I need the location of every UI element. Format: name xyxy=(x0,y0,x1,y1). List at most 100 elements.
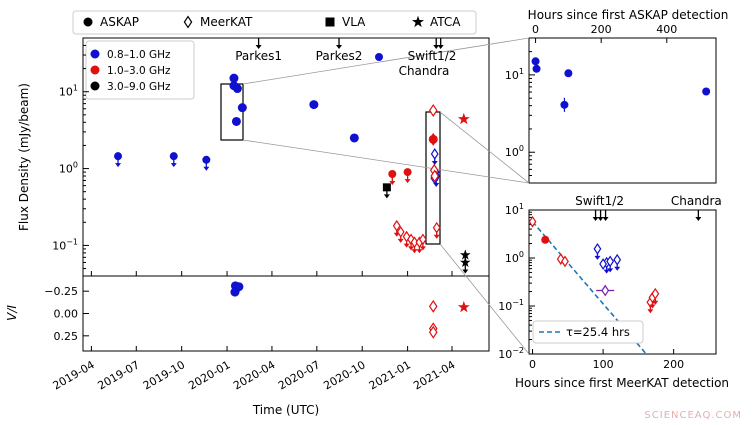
inset-askap-point xyxy=(531,57,540,66)
inset-meerkat-point xyxy=(601,284,610,297)
inset-meerkat-point xyxy=(556,253,565,265)
inset-meerkat-ytick-label: 100 xyxy=(505,250,524,265)
time-tick-label: 2019-04 xyxy=(51,358,97,392)
event-label-parkes1: Parkes1 xyxy=(235,49,282,63)
inset-askap-xtick-label: 200 xyxy=(591,23,612,36)
legend-label-atca: ATCA xyxy=(430,15,461,29)
upper-limit-marker xyxy=(396,226,405,238)
legend-label-vla: VLA xyxy=(342,15,366,29)
inset-meerkat-point xyxy=(528,215,537,228)
main-ytick-label: 101 xyxy=(59,84,78,99)
event-label-parkes2: Parkes2 xyxy=(316,49,363,63)
upper-limit-marker xyxy=(382,183,391,192)
legend-label-askap: ASKAP xyxy=(100,15,139,29)
main-xlabel: Time (UTC) xyxy=(252,403,319,417)
upper-limit-marker xyxy=(392,219,401,232)
upper-limit-marker xyxy=(460,249,471,260)
main-ylabel: Flux Density (mJy/beam) xyxy=(17,83,31,231)
event-arrow xyxy=(433,38,440,49)
upper-limit-marker xyxy=(403,168,412,177)
time-tick-label: 2021-01 xyxy=(367,358,413,392)
data-point-meerkat xyxy=(430,169,440,183)
data-point-askap xyxy=(428,134,438,144)
band-legend-label: 1.0–3.0 GHz xyxy=(107,65,171,77)
time-tick-label: 2019-07 xyxy=(95,358,141,392)
inset-meerkat-xtick-label: 0 xyxy=(529,358,536,371)
inset-meerkat-point xyxy=(541,235,550,244)
connector-line xyxy=(439,243,530,355)
inset-meerkat-xlabel: Hours since first MeerKAT detection xyxy=(515,376,729,390)
data-point-askap xyxy=(237,103,247,113)
upper-limit-marker xyxy=(169,152,178,161)
connector-line xyxy=(439,111,530,184)
legend-marker-askap xyxy=(83,17,93,27)
data-point-askap xyxy=(349,133,359,143)
pol-ylabel: V/I xyxy=(5,305,19,321)
inset-event-label-chandra: Chandra xyxy=(671,194,722,208)
pol-point xyxy=(428,299,438,313)
inset-askap-xtick-label: 0 xyxy=(532,23,539,36)
inset-askap-frame xyxy=(528,37,717,184)
upper-limit-marker xyxy=(202,155,211,164)
band-legend xyxy=(85,40,195,100)
upper-limit-marker xyxy=(388,169,397,178)
inset-askap-xtick-label: 400 xyxy=(656,23,677,36)
time-tick-label: 2020-04 xyxy=(231,358,277,392)
pol-ytick-label: 0.00 xyxy=(54,308,79,321)
inset-meerkat-point xyxy=(561,255,569,268)
pol-axes-frame xyxy=(82,275,490,352)
inset-event-arrow xyxy=(695,210,702,221)
inset-event-arrow xyxy=(592,210,599,221)
time-tick-label: 2020-01 xyxy=(186,358,232,392)
data-point-askap xyxy=(229,73,239,83)
band-legend-marker xyxy=(90,49,100,59)
inset-event-arrow xyxy=(597,210,604,221)
time-tick-label: 2021-04 xyxy=(411,358,457,392)
upper-limit-marker xyxy=(114,152,123,161)
pol-point xyxy=(234,282,244,292)
inset-upper-limit-marker xyxy=(613,253,622,266)
inset-event-arrow xyxy=(602,210,609,221)
inset-askap-ytick-label: 100 xyxy=(505,144,524,159)
inset-meerkat-xtick-label: 100 xyxy=(593,358,614,371)
data-point-askap xyxy=(309,100,319,110)
inset-askap-title: Hours since first ASKAP detection xyxy=(528,8,729,22)
band-legend-marker xyxy=(90,81,100,91)
legend-marker-meerkat xyxy=(183,15,193,29)
data-point-atca xyxy=(457,112,470,125)
fit-legend-label: τ=25.4 hrs xyxy=(566,325,630,339)
watermark: SCIENCEAQ.COM xyxy=(644,410,742,421)
legend-label-meerkat: MeerKAT xyxy=(200,15,253,29)
event-arrow xyxy=(255,38,262,49)
data-point-askap xyxy=(232,84,242,94)
inset-meerkat-xtick-label: 200 xyxy=(663,358,684,371)
inset-upper-limit-marker xyxy=(606,255,615,268)
legend-marker-vla xyxy=(325,17,335,27)
inset-askap-point xyxy=(532,64,541,73)
band-legend-label: 3.0–9.0 GHz xyxy=(107,81,171,93)
event-askap-marker xyxy=(375,53,383,61)
event-label-chandra: Chandra xyxy=(399,64,450,78)
event-label-swift: Swift1/2 xyxy=(408,49,457,63)
event-arrow xyxy=(437,38,444,49)
inset-meerkat-frame xyxy=(528,209,717,355)
event-arrow xyxy=(336,38,343,49)
inset-askap-point xyxy=(702,87,711,96)
main-ytick-label: 100 xyxy=(59,161,78,176)
fit-legend xyxy=(532,320,644,344)
time-tick-label: 2020-10 xyxy=(321,358,367,392)
inset-meerkat-ytick-label: 10−1 xyxy=(498,298,524,313)
upper-limit-marker xyxy=(418,233,427,246)
pol-point xyxy=(457,300,470,313)
pol-ytick-label: −0.25 xyxy=(44,285,78,298)
inset-upper-limit-marker xyxy=(593,242,602,255)
connector-line xyxy=(242,37,530,85)
inset-meerkat-ytick-label: 10−2 xyxy=(498,346,524,361)
band-legend-marker xyxy=(90,65,100,75)
band-legend-label: 0.8–1.0 GHz xyxy=(107,49,171,61)
upper-limit-marker xyxy=(430,148,439,160)
inset-event-label-swift: Swift1/2 xyxy=(575,194,624,208)
inset-upper-limit-marker xyxy=(651,287,660,300)
inset-askap-ytick-label: 101 xyxy=(505,67,524,82)
